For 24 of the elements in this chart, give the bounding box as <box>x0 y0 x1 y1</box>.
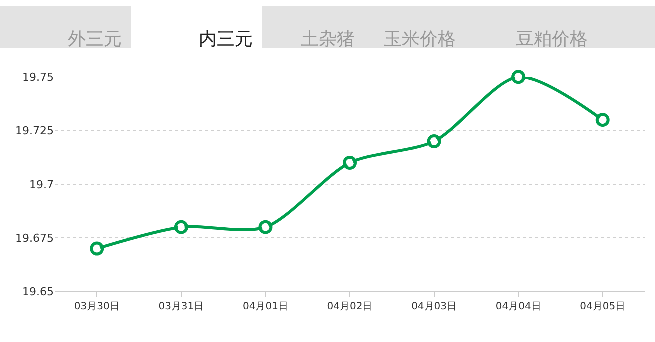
x-tick-label: 03月31日 <box>158 302 204 313</box>
text: 外三元 <box>68 29 122 50</box>
x-tick-label: 03月30日 <box>74 302 120 313</box>
y-tick-label: 19.725 <box>16 124 54 138</box>
point <box>512 70 526 84</box>
text: 玉米价格 <box>384 29 456 50</box>
y-tick-label: 19.75 <box>22 71 54 84</box>
text: 土杂猪 <box>301 29 355 50</box>
x-tick-label: 04月01日 <box>242 302 288 313</box>
point <box>258 220 273 234</box>
x-tick-label: 04月04日 <box>496 302 542 313</box>
point <box>343 156 357 170</box>
point <box>90 242 104 256</box>
point <box>174 220 188 234</box>
x-tick-label: 04月03日 <box>412 302 458 313</box>
y-tick-label: 19.7 <box>30 178 54 192</box>
x-tick-label: 04月02日 <box>327 302 373 313</box>
text: 豆粕价格 <box>516 29 588 50</box>
y-tick-label: 19.675 <box>16 232 54 245</box>
point <box>596 113 610 128</box>
y-tick-label: 19.65 <box>22 286 54 299</box>
point <box>427 134 442 149</box>
text: 内三元 <box>199 29 253 50</box>
x-tick-label: 04月05日 <box>580 302 626 313</box>
